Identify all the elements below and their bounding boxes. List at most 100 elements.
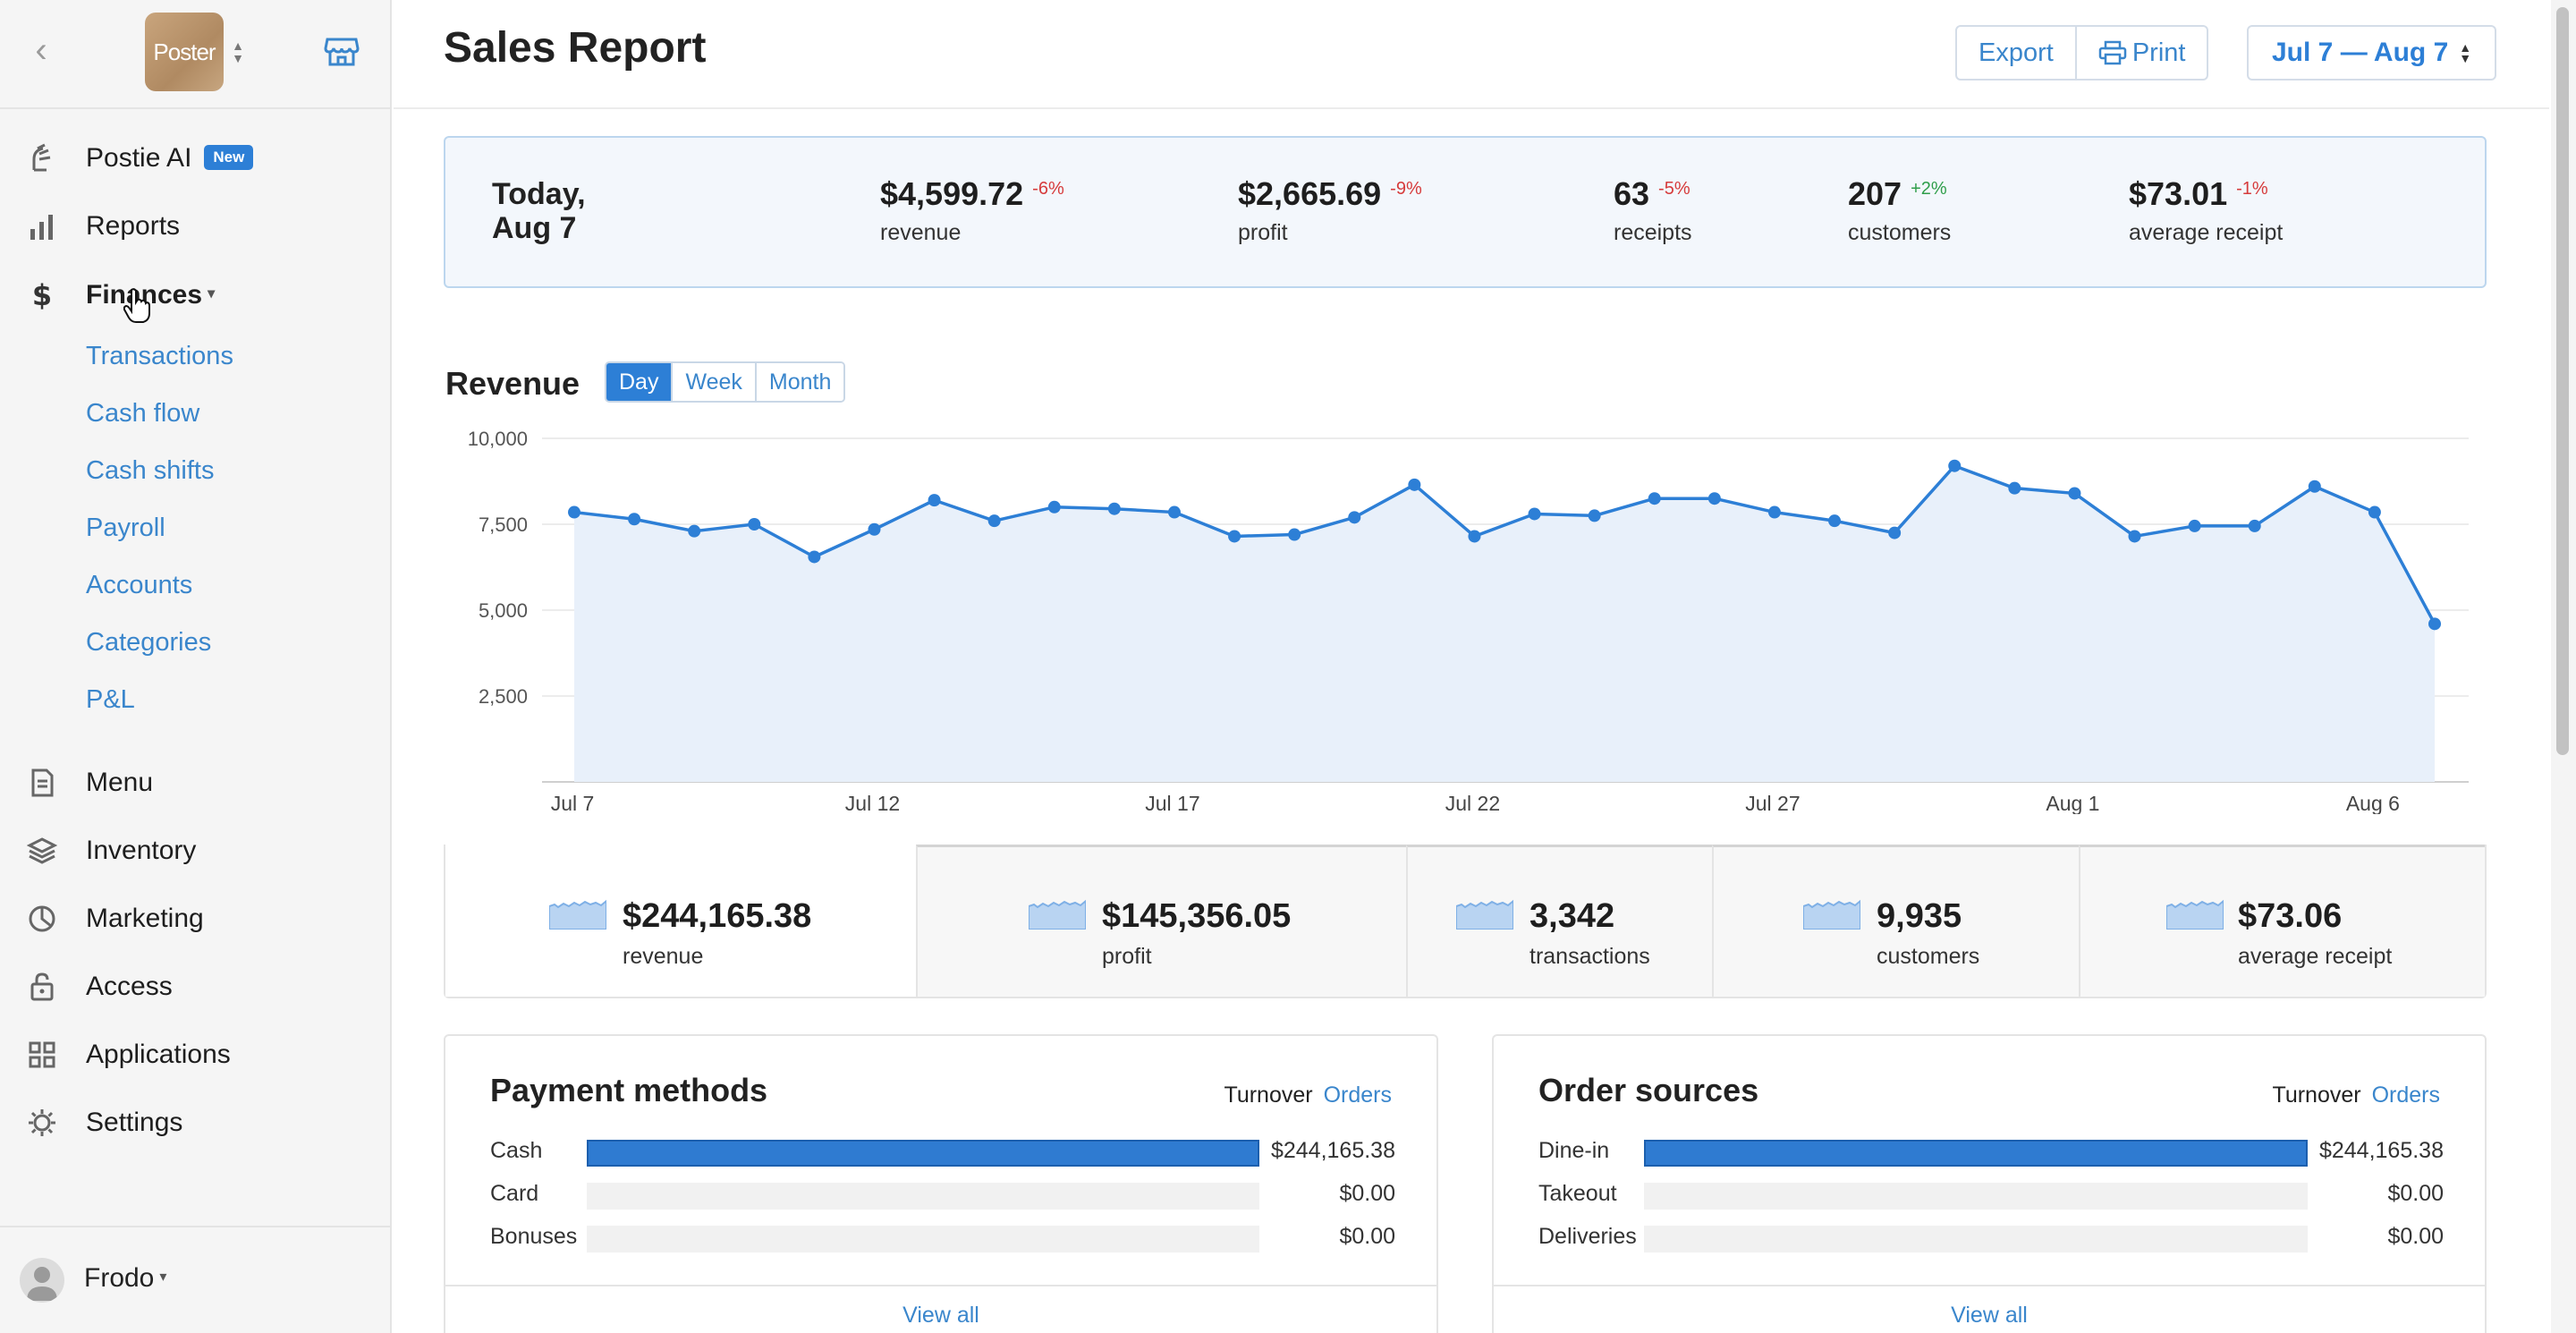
sparkline-icon <box>549 899 606 930</box>
total-value: 3,342 <box>1530 897 1615 935</box>
today-summary: Today, Aug 7 $4,599.72 -6% revenue $2,665… <box>444 136 2487 288</box>
nav-postie-ai[interactable]: Postie AI New <box>0 131 390 184</box>
revenue-point <box>1288 528 1301 541</box>
postie-ai-icon <box>32 143 51 172</box>
sparkline-icon <box>1456 899 1513 930</box>
venue-switch-icon[interactable]: ▲ ▼ <box>232 38 244 65</box>
caret-down-icon: ▾ <box>159 1269 167 1285</box>
nav-applications[interactable]: Applications <box>0 1027 390 1081</box>
nav-label: Access <box>86 972 173 1001</box>
order-sources-card: Order sources Turnover Orders Dine-in $24… <box>1492 1034 2487 1333</box>
revenue-point <box>1707 492 1721 505</box>
revenue-point <box>1767 505 1781 519</box>
total-label: revenue <box>623 944 704 969</box>
nav-label: Reports <box>86 211 181 241</box>
sparkline-icon <box>1803 899 1860 930</box>
view-all-link[interactable]: View all <box>445 1285 1436 1333</box>
x-tick-label: Aug 6 <box>2346 792 2400 814</box>
bar-label: Takeout <box>1538 1181 1617 1206</box>
revenue-point <box>1107 502 1121 515</box>
total-label: profit <box>1102 944 1152 969</box>
period-week-button[interactable]: Week <box>673 363 757 401</box>
total-profit[interactable]: $145,356.05 profit <box>916 845 1406 997</box>
bar-track <box>587 1226 1259 1252</box>
card-tabs: Turnover Orders <box>1224 1083 1392 1108</box>
revenue-point <box>628 513 641 526</box>
nav-marketing[interactable]: Marketing <box>0 891 390 945</box>
card-title: Order sources <box>1538 1072 1759 1108</box>
revenue-point <box>1528 507 1541 521</box>
nav-access[interactable]: Access <box>0 959 390 1013</box>
scroll-thumb[interactable] <box>2556 7 2569 755</box>
sub-categories[interactable]: Categories <box>86 628 212 657</box>
bar-value: $0.00 <box>2387 1181 2444 1206</box>
x-tick-label: Aug 1 <box>2046 792 2099 814</box>
view-all-link[interactable]: View all <box>1494 1285 2485 1333</box>
bar-label: Card <box>490 1181 539 1206</box>
gear-icon <box>29 1109 55 1136</box>
nav-label: Applications <box>86 1040 231 1069</box>
tab-turnover[interactable]: Turnover <box>1224 1083 1313 1108</box>
period-toggle: Day Week Month <box>605 361 846 403</box>
y-tick-label: 5,000 <box>479 599 528 622</box>
total-revenue[interactable]: $244,165.38 revenue <box>445 845 916 997</box>
y-tick-label: 7,500 <box>479 514 528 536</box>
export-button[interactable]: Export <box>1957 27 2077 79</box>
print-button[interactable]: Print <box>2076 27 2207 79</box>
nav-label: Marketing <box>86 904 204 933</box>
sub-accounts[interactable]: Accounts <box>86 571 193 599</box>
sub-pl[interactable]: P&L <box>86 685 135 714</box>
storefront-icon[interactable] <box>324 36 360 68</box>
pie-icon <box>29 905 55 932</box>
user-menu[interactable]: Frodo ▾ <box>0 1226 390 1333</box>
total-customers[interactable]: 9,935 customers <box>1712 845 2079 997</box>
tab-turnover[interactable]: Turnover <box>2272 1083 2361 1108</box>
total-label: average receipt <box>2238 944 2393 969</box>
venue-logo[interactable]: Poster <box>145 13 224 91</box>
nav-reports[interactable]: Reports <box>0 199 390 252</box>
nav-inventory[interactable]: Inventory <box>0 823 390 877</box>
new-badge: New <box>204 145 254 170</box>
user-icon <box>27 1267 57 1301</box>
nav-label: Settings <box>86 1108 183 1137</box>
sub-payroll[interactable]: Payroll <box>86 514 165 542</box>
revenue-point <box>1167 505 1181 519</box>
nav-settings[interactable]: Settings <box>0 1095 390 1149</box>
revenue-point <box>868 522 881 536</box>
card-title: Payment methods <box>490 1072 768 1108</box>
nav-menu[interactable]: Menu <box>0 755 390 809</box>
nav-finances[interactable]: $ Finances ▾ <box>0 267 390 320</box>
total-transactions[interactable]: 3,342 transactions <box>1406 845 1712 997</box>
bar-row: Cash $244,165.38 <box>490 1129 1395 1172</box>
period-month-button[interactable]: Month <box>756 363 844 401</box>
scrollbar[interactable] <box>2551 0 2576 1333</box>
nav-label: Menu <box>86 768 154 797</box>
sub-transactions[interactable]: Transactions <box>86 342 233 370</box>
sub-cash-flow[interactable]: Cash flow <box>86 399 200 428</box>
period-day-button[interactable]: Day <box>606 363 674 401</box>
date-range-picker[interactable]: Jul 7 — Aug 7 ▲ ▼ <box>2247 25 2497 81</box>
sub-cash-shifts[interactable]: Cash shifts <box>86 456 215 485</box>
bar-value: $0.00 <box>1339 1224 1395 1249</box>
total-average-receipt[interactable]: $73.06 average receipt <box>2079 845 2485 997</box>
header-divider <box>394 107 2549 109</box>
page-title: Sales Report <box>444 24 707 72</box>
revenue-point <box>1948 459 1962 472</box>
revenue-point <box>1888 526 1902 539</box>
layers-icon <box>27 837 57 864</box>
revenue-title: Revenue <box>445 365 580 402</box>
revenue-point <box>2188 519 2201 532</box>
total-value: $244,165.38 <box>623 897 812 935</box>
bar-track <box>1644 1140 2308 1167</box>
tab-orders[interactable]: Orders <box>2371 1083 2440 1108</box>
today-label: Today, Aug 7 <box>492 177 586 245</box>
print-label: Print <box>2131 38 2186 67</box>
tab-orders[interactable]: Orders <box>1323 1083 1392 1108</box>
total-label: customers <box>1877 944 1980 969</box>
y-tick-label: 2,500 <box>479 685 528 708</box>
bar-label: Deliveries <box>1538 1224 1637 1249</box>
back-chevron-icon[interactable]: ‹ <box>35 30 47 70</box>
x-tick-label: Jul 22 <box>1445 792 1500 814</box>
revenue-point <box>1648 492 1661 505</box>
bar-label: Dine-in <box>1538 1138 1610 1163</box>
